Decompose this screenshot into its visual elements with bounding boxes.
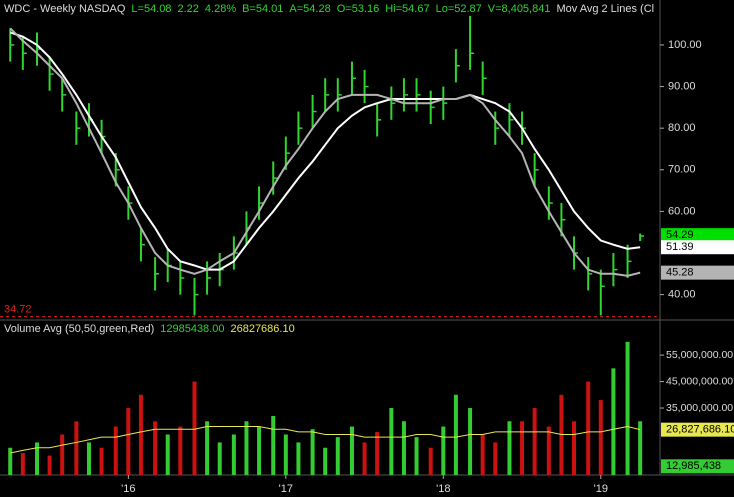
volume-bar	[126, 408, 131, 475]
volume-bar	[598, 400, 603, 475]
price-tag-label: 12,985,438	[666, 460, 721, 472]
volume-bar	[257, 426, 262, 475]
volume-bar	[323, 447, 328, 475]
price-tag-label: 54.29	[666, 229, 694, 241]
volume-bar	[611, 368, 616, 475]
volume-bar	[8, 447, 13, 475]
volume-bar	[60, 434, 65, 475]
header-item: A=54.28	[289, 3, 331, 15]
volume-readout: 26827686.10	[230, 323, 295, 335]
volume-bar	[414, 437, 419, 475]
header-item: 4.28%	[204, 3, 237, 15]
header-item: Hi=54.67	[385, 3, 430, 15]
y-tick-label: 90.00	[668, 80, 696, 92]
header-item: L=54.08	[131, 3, 172, 15]
volume-bar	[428, 447, 433, 475]
y-tick-label: 100.00	[668, 39, 702, 51]
x-tick-label: '17	[279, 483, 293, 495]
volume-bar	[441, 426, 446, 475]
volume-bar	[507, 421, 512, 475]
volume-bar	[520, 421, 525, 475]
volume-bar	[546, 426, 551, 475]
x-tick-label: '16	[121, 483, 135, 495]
volume-average	[10, 426, 641, 454]
volume-bar	[625, 341, 630, 475]
volume-bar	[335, 437, 340, 475]
x-tick-label: '19	[594, 483, 608, 495]
volume-bar	[349, 426, 354, 475]
volume-bar	[178, 426, 183, 475]
x-tick-label: '18	[436, 483, 450, 495]
y-tick-label: 35,000,000.00	[666, 402, 733, 414]
volume-bar	[362, 442, 367, 475]
header-item: 2.22	[177, 3, 199, 15]
price-header: WDC - Weekly NASDAQ L=54.08 2.22 4.28% B=54.…	[4, 3, 654, 15]
volume-bar	[217, 442, 222, 475]
price-tag	[661, 459, 734, 474]
y-tick-label: 40.00	[668, 289, 696, 301]
price-tag-label: 26,827,686.10	[666, 424, 734, 436]
volume-bar	[138, 394, 143, 475]
volume-bar	[205, 421, 210, 475]
volume-bar	[153, 421, 158, 475]
volume-bar	[310, 429, 315, 475]
volume-bar	[453, 394, 458, 475]
y-tick-label: 45,000,000.00	[666, 375, 733, 387]
price-tag	[661, 240, 734, 255]
price-tag-label: 45.28	[666, 267, 694, 279]
volume-bar	[493, 442, 498, 475]
volume-bar	[271, 415, 276, 475]
volume-bar	[586, 381, 591, 475]
volume-bar	[296, 442, 301, 475]
moving-average	[9, 27, 641, 277]
volume-bar	[375, 431, 380, 475]
y-tick-label: 80.00	[668, 122, 696, 134]
volume-bar	[113, 426, 118, 475]
volume-bar	[99, 447, 104, 475]
volume-bar	[47, 455, 52, 475]
header-item: V=8,405,841	[487, 3, 551, 15]
y-tick-label: 55,000,000.00	[666, 349, 733, 361]
header-item: B=54.01	[242, 3, 284, 15]
volume-bar	[74, 421, 79, 475]
price-tag	[661, 228, 734, 243]
volume-bar	[401, 421, 406, 475]
moving-average	[9, 31, 641, 271]
volume-bar	[192, 381, 197, 475]
volume-readout: 12985438.00	[160, 323, 225, 335]
header-item: Lo=52.87	[435, 3, 482, 15]
volume-bar	[638, 421, 643, 475]
price-tag	[661, 265, 734, 280]
volume-bar	[572, 421, 577, 475]
volume-bar	[20, 453, 25, 475]
header-item: Mov Avg 2 Lines (Cl	[556, 3, 655, 15]
y-tick-label: 60.00	[668, 205, 696, 217]
volume-bar	[480, 434, 485, 475]
volume-bar	[35, 442, 40, 475]
y-tick-label: 70.00	[668, 164, 696, 176]
volume-bar	[165, 434, 170, 475]
header-item: WDC - Weekly NASDAQ	[4, 3, 126, 15]
header-item: O=53.16	[336, 3, 380, 15]
volume-bar	[532, 408, 537, 475]
volume-title: Volume Avg (50,50,green,Red)	[4, 323, 155, 335]
volume-header: Volume Avg (50,50,green,Red) 12985438.00…	[4, 323, 295, 335]
volume-bar	[86, 442, 91, 475]
volume-bar	[389, 408, 394, 475]
low-line-label: 34.72	[4, 303, 32, 315]
volume-bar	[231, 434, 236, 475]
price-tag	[661, 422, 734, 437]
volume-bar	[468, 408, 473, 475]
price-tag-label: 51.39	[666, 241, 694, 253]
volume-bar	[283, 434, 288, 475]
volume-bar	[244, 421, 249, 475]
